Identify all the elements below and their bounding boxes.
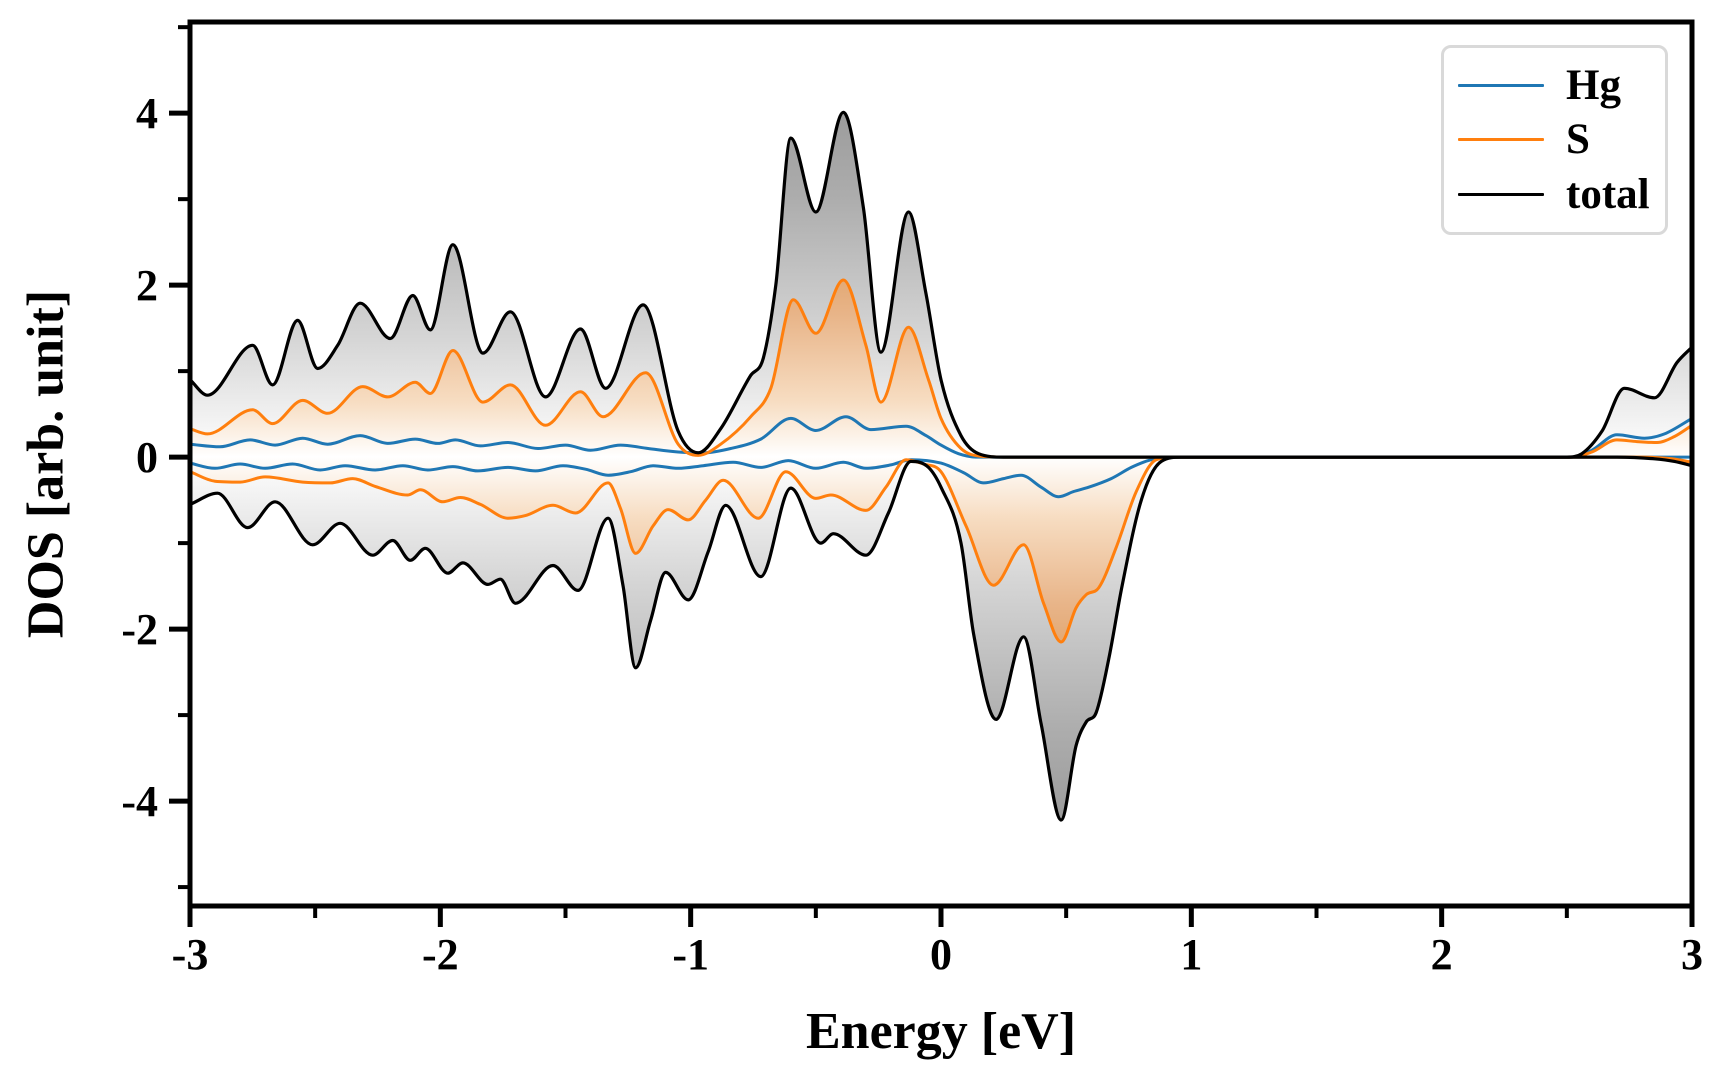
total-spin_up-area <box>190 112 1692 458</box>
x-tick-label: -2 <box>422 930 459 979</box>
legend-item-s: S <box>1458 118 1651 161</box>
x-tick-label: 2 <box>1431 930 1453 979</box>
S-spin_up-area <box>190 280 1692 458</box>
x-axis-title: Energy [eV] <box>805 1003 1077 1060</box>
y-axis-title: DOS [arb. unit] <box>17 289 75 639</box>
S-spin_down-line <box>190 455 1692 644</box>
tick-labels: -3 -2 -1 0 1 2 3 4 2 0 -2 -4 <box>121 89 1703 979</box>
legend-label-hg: Hg <box>1566 61 1621 109</box>
x-tick-label: 1 <box>1180 930 1202 979</box>
legend-item-total: total <box>1458 173 1651 216</box>
legend-item-hg: Hg <box>1458 64 1651 107</box>
plot-area <box>190 110 1692 822</box>
legend-label-total: total <box>1566 171 1650 219</box>
ticks <box>169 25 1695 927</box>
y-tick-label: 0 <box>136 433 158 482</box>
x-tick-label: -1 <box>672 930 709 979</box>
x-tick-label: 3 <box>1681 930 1703 979</box>
total-spin_down-line <box>190 455 1692 822</box>
x-tick-label: -3 <box>172 930 209 979</box>
S-spin_down-area <box>190 457 1692 642</box>
total-line-sample-icon <box>1458 193 1544 197</box>
y-tick-label: 2 <box>136 261 158 310</box>
y-tick-label: -4 <box>121 777 158 826</box>
Hg-spin_down-line <box>190 455 1692 499</box>
x-tick-label: 0 <box>930 930 952 979</box>
legend: Hg S total <box>1441 45 1668 235</box>
total-spin_down-area <box>190 457 1692 820</box>
y-tick-label: -2 <box>121 605 158 654</box>
legend-label-s: S <box>1566 116 1590 164</box>
s-line-sample-icon <box>1458 138 1544 142</box>
hg-line-sample-icon <box>1458 83 1544 87</box>
y-tick-label: 4 <box>136 89 158 138</box>
